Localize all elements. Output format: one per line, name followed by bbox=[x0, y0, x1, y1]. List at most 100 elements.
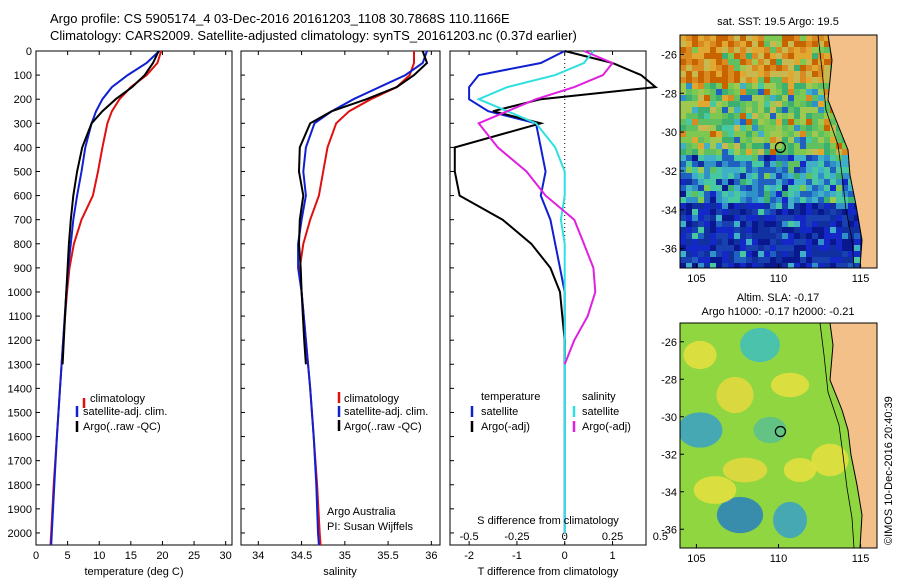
lat-tick-label: -36 bbox=[661, 524, 677, 536]
sst-cell bbox=[734, 215, 740, 221]
sst-cell bbox=[740, 53, 746, 59]
sst-cell bbox=[752, 95, 758, 101]
sst-cell bbox=[746, 185, 752, 191]
sst-cell bbox=[764, 113, 770, 119]
sst-cell bbox=[800, 233, 806, 239]
sst-cell bbox=[680, 41, 686, 47]
sst-cell bbox=[722, 101, 728, 107]
sst-cell bbox=[794, 203, 800, 209]
sst-cell bbox=[776, 257, 782, 263]
sst-cell bbox=[824, 173, 830, 179]
sst-cell bbox=[782, 77, 788, 83]
sst-cell bbox=[716, 263, 722, 268]
sst-cell bbox=[746, 197, 752, 203]
sst-cell bbox=[812, 35, 818, 41]
sst-cell bbox=[830, 131, 836, 137]
sst-cell bbox=[728, 89, 734, 95]
sst-cell bbox=[716, 47, 722, 53]
sst-cell bbox=[704, 101, 710, 107]
lat-tick-label: -34 bbox=[661, 205, 677, 217]
sst-cell bbox=[794, 107, 800, 113]
sst-cell bbox=[770, 239, 776, 245]
sst-cell bbox=[746, 221, 752, 227]
sst-cell bbox=[740, 167, 746, 173]
sst-cell bbox=[776, 71, 782, 77]
sst-cell bbox=[836, 251, 842, 257]
sst-cell bbox=[704, 233, 710, 239]
sst-cell bbox=[818, 245, 824, 251]
sst-cell bbox=[704, 239, 710, 245]
sst-cell bbox=[734, 149, 740, 155]
sst-cell bbox=[812, 245, 818, 251]
sst-cell bbox=[818, 101, 824, 107]
sst-cell bbox=[782, 53, 788, 59]
depth-tick-label: 600 bbox=[14, 191, 32, 203]
sst-cell bbox=[848, 239, 854, 245]
sst-cell bbox=[698, 161, 704, 167]
sst-cell bbox=[716, 239, 722, 245]
sst-cell bbox=[794, 95, 800, 101]
sst-cell bbox=[824, 221, 830, 227]
sst-cell bbox=[686, 197, 692, 203]
sst-cell bbox=[812, 179, 818, 185]
sst-cell bbox=[728, 161, 734, 167]
sst-cell bbox=[704, 35, 710, 41]
sst-cell bbox=[830, 149, 836, 155]
sst-cell bbox=[818, 227, 824, 233]
legend-header-salinity: salinity bbox=[582, 391, 616, 403]
sst-cell bbox=[692, 197, 698, 203]
sst-cell bbox=[698, 233, 704, 239]
sst-cell bbox=[800, 149, 806, 155]
sst-cell bbox=[746, 41, 752, 47]
sst-cell bbox=[824, 65, 830, 71]
sst-cell bbox=[770, 251, 776, 257]
sst-cell bbox=[770, 125, 776, 131]
sst-cell bbox=[764, 167, 770, 173]
sst-cell bbox=[740, 95, 746, 101]
sst-cell bbox=[740, 191, 746, 197]
sst-cell bbox=[686, 227, 692, 233]
sst-cell bbox=[758, 137, 764, 143]
sst-cell bbox=[704, 215, 710, 221]
sst-cell bbox=[716, 125, 722, 131]
sst-cell bbox=[782, 203, 788, 209]
sst-cell bbox=[716, 185, 722, 191]
sst-cell bbox=[794, 215, 800, 221]
sst-cell bbox=[812, 125, 818, 131]
sst-cell bbox=[848, 221, 854, 227]
sst-cell bbox=[776, 179, 782, 185]
sst-cell bbox=[764, 221, 770, 227]
temperature-xlabel: temperature (deg C) bbox=[84, 566, 183, 578]
sst-cell bbox=[806, 143, 812, 149]
sst-cell bbox=[692, 179, 698, 185]
sst-cell bbox=[698, 41, 704, 47]
sst-cell bbox=[722, 167, 728, 173]
sst-cell bbox=[842, 185, 848, 191]
sst-cell bbox=[776, 131, 782, 137]
sst-cell bbox=[824, 89, 830, 95]
sst-cell bbox=[806, 239, 812, 245]
sst-cell bbox=[764, 71, 770, 77]
sst-cell bbox=[776, 227, 782, 233]
sst-cell bbox=[770, 137, 776, 143]
sst-cell bbox=[746, 89, 752, 95]
sla-blob bbox=[770, 372, 810, 398]
sst-cell bbox=[686, 137, 692, 143]
sst-cell bbox=[764, 203, 770, 209]
sst-cell bbox=[818, 263, 824, 268]
sst-cell bbox=[824, 239, 830, 245]
sst-cell bbox=[686, 125, 692, 131]
sst-cell bbox=[692, 149, 698, 155]
lon-tick-label: 115 bbox=[852, 273, 870, 285]
sst-cell bbox=[758, 221, 764, 227]
sst-cell bbox=[758, 251, 764, 257]
sst-cell bbox=[824, 71, 830, 77]
sst-cell bbox=[770, 89, 776, 95]
sst-cell bbox=[770, 203, 776, 209]
sst-cell bbox=[764, 239, 770, 245]
sst-cell bbox=[692, 143, 698, 149]
difference-panel: -2 -1 0 1 -0.5 -0.25 0 0.25 0.5 T difference fr… bbox=[449, 50, 668, 578]
sst-map-title: sat. SST: 19.5 Argo: 19.5 bbox=[717, 16, 839, 28]
sst-cell bbox=[800, 119, 806, 125]
sst-cell bbox=[758, 101, 764, 107]
